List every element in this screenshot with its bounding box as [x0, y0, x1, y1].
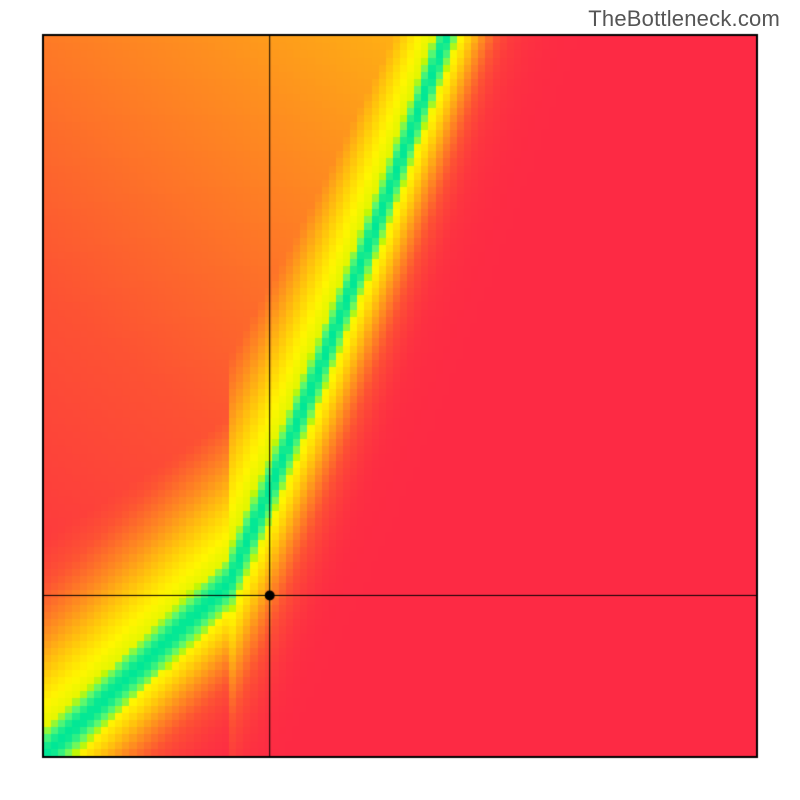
figure-root: TheBottleneck.com — [0, 0, 800, 800]
watermark-label: TheBottleneck.com — [588, 6, 780, 32]
bottleneck-heatmap-canvas — [0, 0, 800, 800]
